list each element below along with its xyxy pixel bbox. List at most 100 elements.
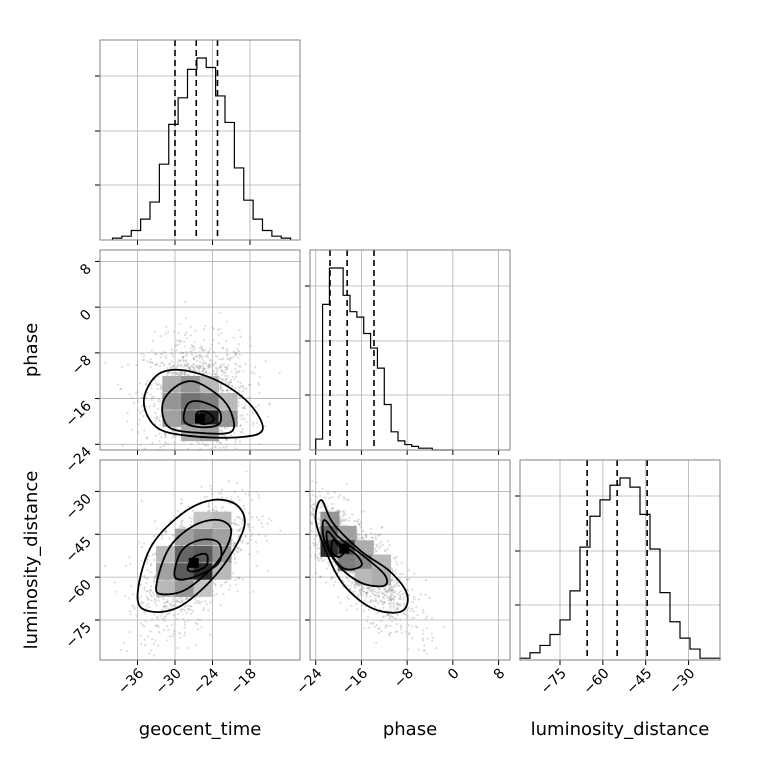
contour-level-4 (330, 538, 346, 559)
scatter-point (172, 434, 175, 437)
scatter-point (398, 578, 401, 581)
scatter-point (315, 572, 318, 575)
scatter-point (212, 350, 216, 353)
scatter-point (177, 612, 180, 616)
scatter-point (162, 478, 164, 480)
scatter-point (380, 525, 384, 529)
scatter-point (380, 526, 383, 529)
scatter-point (242, 387, 246, 390)
scatter-point (226, 354, 229, 357)
scatter-point (206, 364, 209, 367)
scatter-point (180, 498, 183, 501)
scatter-point (431, 639, 434, 643)
scatter-point (254, 366, 257, 369)
scatter-point (208, 364, 211, 367)
scatter-point (170, 352, 173, 355)
scatter-point (140, 602, 143, 605)
scatter-point (235, 375, 238, 378)
scatter-point (365, 533, 368, 537)
scatter-point (393, 580, 396, 583)
scatter-point (168, 611, 171, 615)
scatter-point (323, 559, 326, 562)
scatter-point (391, 616, 394, 619)
scatter-point (155, 363, 158, 366)
scatter-point (213, 445, 216, 448)
scatter-point (183, 363, 186, 366)
scatter-point (397, 581, 400, 584)
scatter-point (384, 550, 387, 553)
scatter-point (310, 521, 313, 524)
scatter-point (350, 571, 353, 574)
x-tick-label: −16 (339, 665, 371, 697)
scatter-point (128, 630, 131, 634)
scatter-point (399, 597, 402, 600)
scatter-point (219, 442, 222, 445)
scatter-point (122, 642, 126, 645)
density-cell (156, 580, 176, 597)
scatter-point (225, 580, 228, 583)
scatter-point (172, 632, 175, 635)
scatter-point (394, 572, 397, 575)
scatter-point (423, 649, 426, 652)
scatter-point (241, 414, 244, 417)
scatter-point (213, 369, 216, 372)
scatter-point (198, 365, 201, 368)
scatter-point (160, 436, 163, 439)
scatter-point (391, 597, 394, 600)
scatter-point (207, 363, 211, 366)
scatter-point (146, 561, 149, 564)
scatter-point (351, 580, 354, 584)
scatter-point (154, 363, 157, 367)
panel-2-0: −36 −30 −24 −18−75−60−45−30 (63, 459, 301, 698)
scatter-point (382, 606, 385, 609)
scatter-point (154, 382, 157, 385)
scatter-point (220, 507, 223, 510)
scatter-point (189, 608, 192, 611)
scatter-point (200, 348, 204, 351)
scatter-point (357, 522, 360, 525)
scatter-point (226, 390, 229, 393)
scatter-point (225, 320, 229, 323)
scatter-point (381, 595, 385, 598)
scatter-point (159, 614, 162, 618)
scatter-point (143, 586, 146, 589)
scatter-point (384, 590, 387, 593)
y-axis-title-luminosity-distance: luminosity_distance (21, 471, 42, 650)
scatter-point (237, 386, 241, 389)
scatter-point (146, 569, 149, 572)
scatter-point (130, 585, 133, 588)
scatter-point (392, 608, 395, 611)
scatter-point (121, 444, 124, 447)
scatter-point (325, 505, 329, 509)
scatter-point (179, 527, 183, 530)
scatter-point (241, 430, 244, 434)
scatter-point (154, 624, 158, 627)
scatter-point (167, 330, 170, 333)
scatter-point (251, 410, 254, 413)
scatter-point (225, 368, 228, 372)
scatter-point (242, 504, 245, 507)
scatter-point (192, 374, 195, 377)
scatter-point (160, 387, 163, 390)
scatter-point (160, 385, 163, 389)
scatter-point (205, 354, 209, 357)
x-tick-label: −24 (190, 665, 222, 697)
scatter-point (413, 597, 416, 601)
scatter-point (196, 600, 199, 603)
scatter-point (360, 510, 363, 514)
scatter-point (310, 513, 313, 516)
scatter-point (155, 527, 158, 530)
scatter-point (318, 575, 322, 578)
scatter-point (399, 595, 402, 598)
scatter-point (403, 604, 406, 607)
scatter-point (331, 502, 334, 506)
scatter-point (235, 354, 238, 357)
scatter-point (389, 605, 392, 608)
scatter-point (226, 357, 229, 361)
scatter-point (224, 379, 227, 382)
scatter-point (364, 534, 367, 537)
scatter-point (149, 361, 152, 364)
scatter-point (320, 559, 324, 563)
scatter-point (177, 631, 180, 634)
scatter-point (189, 523, 192, 526)
